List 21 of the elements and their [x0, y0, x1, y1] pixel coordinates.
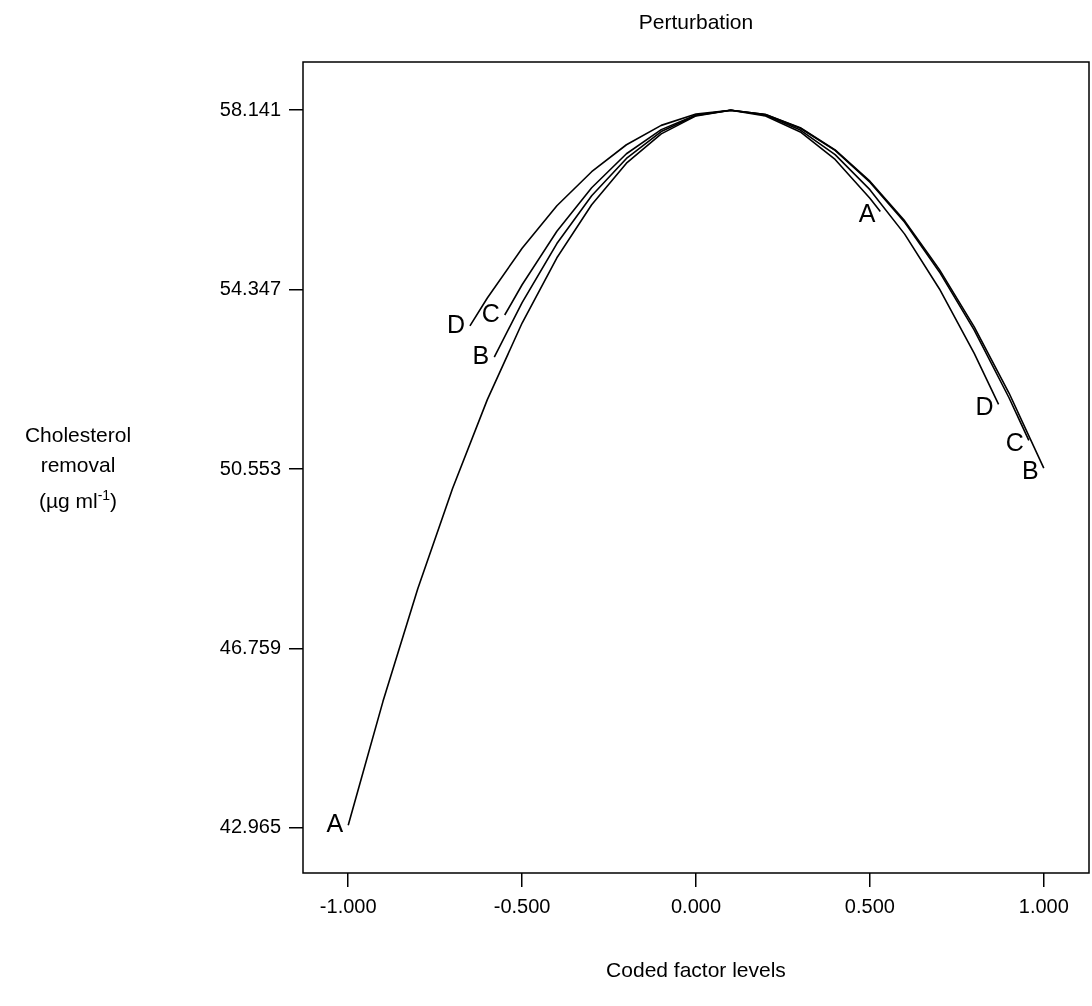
series-label: D	[975, 392, 994, 421]
y-tick-label: 58.141	[219, 97, 281, 120]
series-label: A	[858, 199, 876, 228]
text: C	[481, 298, 500, 327]
y-tick-label: 54.347	[219, 277, 281, 300]
y-tick-label: 50.553	[219, 456, 281, 479]
text: B	[472, 340, 490, 369]
y-tick-label: 42.965	[219, 815, 281, 838]
series-label: C	[1005, 428, 1024, 457]
y-axis-title: Cholesterol removal (µg ml$^{-1}$)	[23, 422, 133, 514]
x-tick-label: -1.000	[319, 894, 377, 917]
x-tick-label: 0.000	[670, 894, 722, 917]
x-tick-label: -0.500	[493, 894, 551, 917]
x-tick-label: 0.500	[844, 894, 895, 917]
text: D	[446, 309, 465, 338]
text: A	[326, 809, 344, 838]
chart-title: Perturbation	[637, 10, 755, 34]
series-label: B	[1022, 456, 1039, 485]
x-tick-label: 1.000	[1018, 894, 1069, 917]
x-axis-title: Coded factor levels	[605, 958, 787, 982]
y-tick-label: 46.759	[219, 635, 281, 658]
